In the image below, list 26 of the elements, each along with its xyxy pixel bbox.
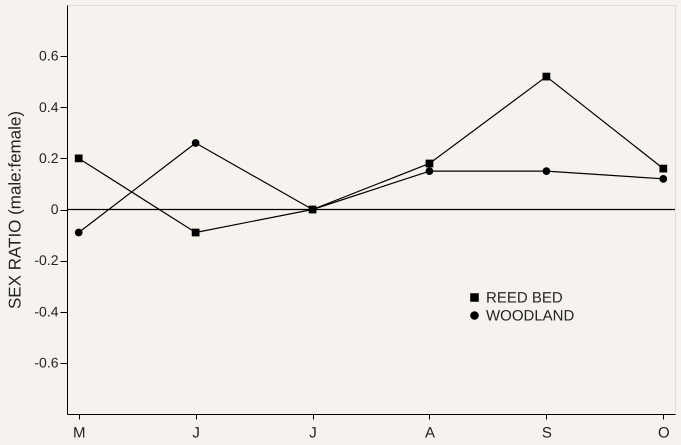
point xyxy=(74,154,83,162)
point xyxy=(542,72,550,80)
x-tick-label: O xyxy=(658,424,670,442)
y-axis-title: SEX RATIO (male:female) xyxy=(5,110,24,310)
point xyxy=(426,167,434,176)
point xyxy=(74,228,83,236)
x-tick-label: S xyxy=(542,424,552,442)
point xyxy=(192,139,200,147)
point xyxy=(659,164,668,172)
y-tick-label: -0.6 xyxy=(34,354,59,370)
x-tick-label: J xyxy=(192,424,200,442)
y-tick-label: 0.2 xyxy=(39,150,59,166)
x-tick-label: M xyxy=(72,424,86,442)
legend-label: WOODLAND xyxy=(486,308,575,324)
y-tick-label: 0 xyxy=(50,201,59,217)
y-tick-label: -0.4 xyxy=(34,303,59,320)
point xyxy=(542,167,550,176)
y-tick-label: 0.4 xyxy=(39,98,59,115)
legend-label: REED BED xyxy=(486,290,563,306)
point xyxy=(426,160,434,168)
y-tick-label: 0.6 xyxy=(39,48,59,64)
x-tick-label: A xyxy=(424,424,435,442)
y-tick-label: -0.2 xyxy=(34,252,59,268)
x-tick-label: J xyxy=(309,424,317,442)
point xyxy=(192,228,200,236)
point xyxy=(659,174,668,183)
